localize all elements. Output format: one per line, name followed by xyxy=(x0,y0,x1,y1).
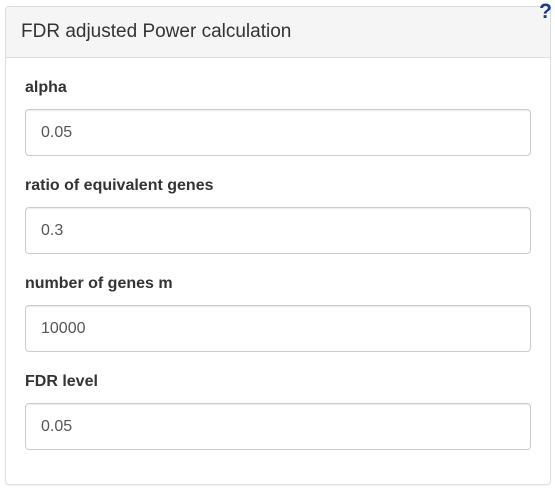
alpha-input[interactable] xyxy=(25,109,531,156)
fdr-level-input[interactable] xyxy=(25,403,531,450)
ratio-equivalent-genes-input[interactable] xyxy=(25,207,531,254)
help-icon[interactable]: ? xyxy=(539,0,552,23)
number-of-genes-label: number of genes m xyxy=(25,275,173,292)
fdr-level-label: FDR level xyxy=(25,373,98,390)
genes-field-group: number of genes m xyxy=(25,274,531,352)
panel-body: alpha ratio of equivalent genes number o… xyxy=(6,58,550,450)
panel-title: FDR adjusted Power calculation xyxy=(21,21,292,42)
ratio-equivalent-genes-label: ratio of equivalent genes xyxy=(25,177,214,194)
power-calculation-panel: FDR adjusted Power calculation alpha rat… xyxy=(5,6,551,485)
alpha-label: alpha xyxy=(25,79,67,96)
alpha-field-group: alpha xyxy=(25,78,531,156)
fdr-field-group: FDR level xyxy=(25,372,531,450)
panel-heading: FDR adjusted Power calculation xyxy=(6,7,550,58)
ratio-field-group: ratio of equivalent genes xyxy=(25,176,531,254)
number-of-genes-input[interactable] xyxy=(25,305,531,352)
